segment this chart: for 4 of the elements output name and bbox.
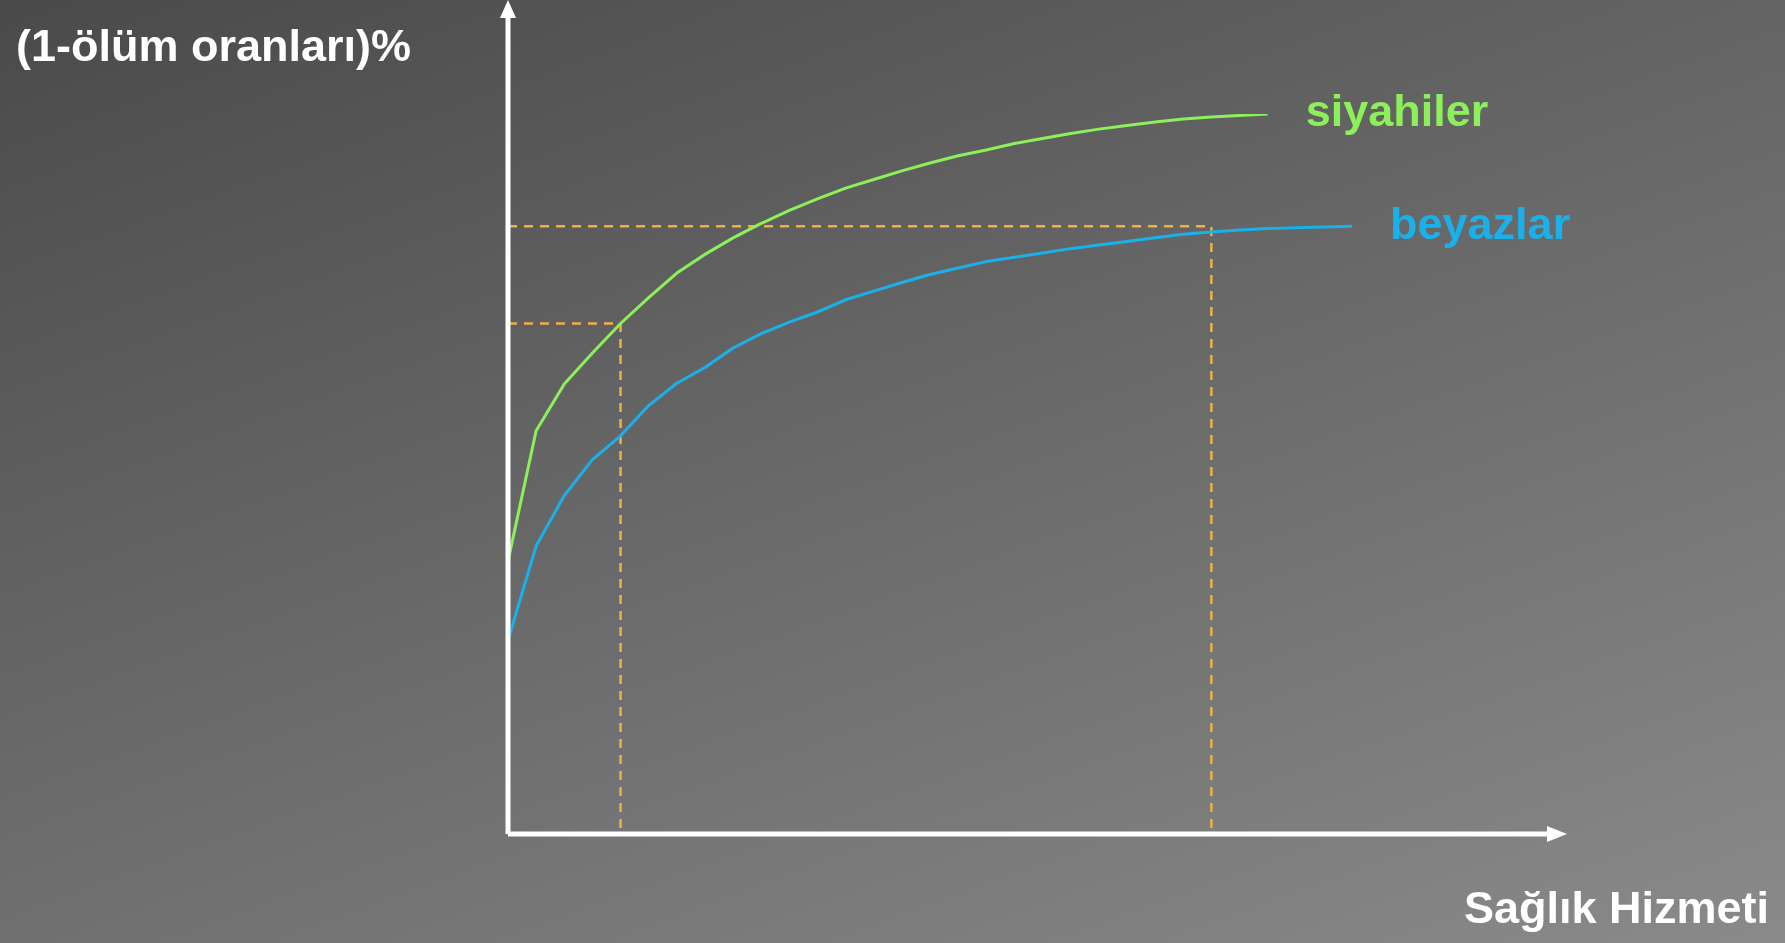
series-label: siyahiler: [1305, 85, 1489, 137]
series-label: beyazlar: [1390, 197, 1571, 249]
y-axis-title: (1-ölüm oranları)%: [16, 20, 412, 72]
x-axis-title: Sağlık Hizmeti: [1463, 882, 1769, 934]
